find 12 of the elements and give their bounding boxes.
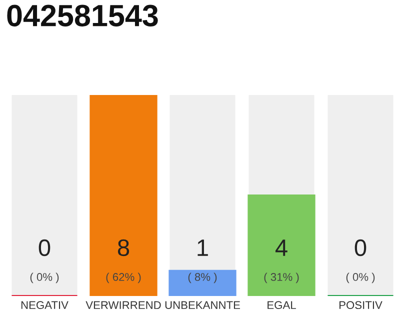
data-label: 0 ( 0% ) [346, 239, 375, 284]
bar [168, 270, 236, 296]
x-tick-label: VERWIRREND [86, 301, 161, 309]
chart-title: 042581543 [7, 4, 158, 26]
data-label: 1 ( 8% ) [188, 240, 217, 284]
x-tick-label: EGAL [268, 301, 296, 310]
data-label: 0 ( 0% ) [30, 239, 59, 284]
data-label: 8 ( 62% ) [106, 239, 141, 284]
x-tick-label: NEGATIV [21, 301, 68, 310]
x-tick-label: POSITIV [339, 301, 382, 310]
data-label: 4 ( 31% ) [264, 240, 299, 284]
x-tick-label: UNBEKANNTE [165, 301, 240, 310]
